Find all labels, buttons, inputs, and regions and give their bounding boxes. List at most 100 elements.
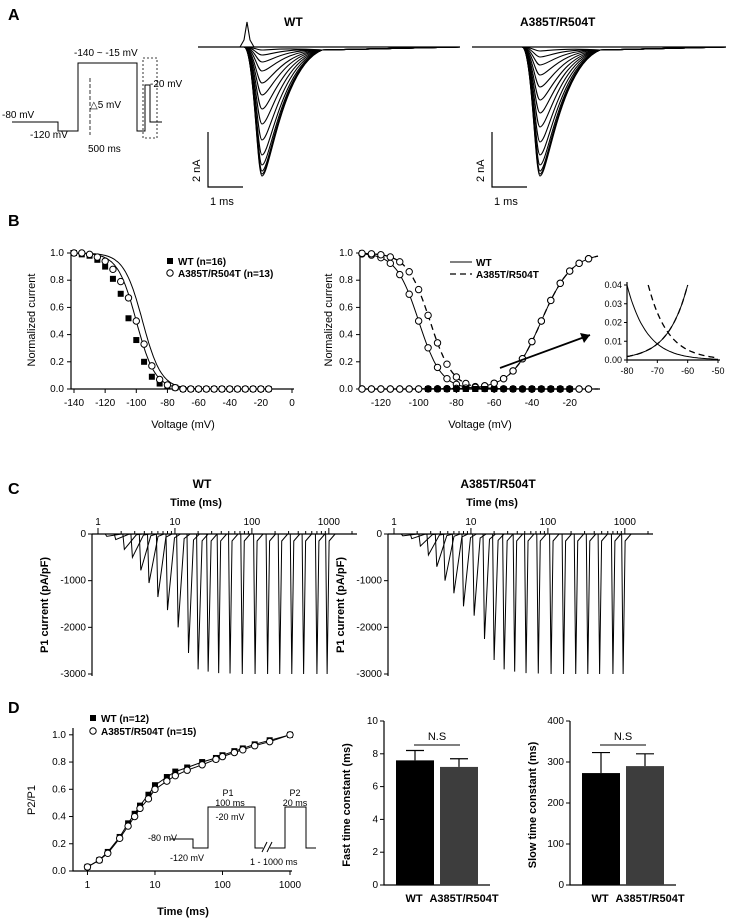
protocol-p1-duration: 100 ms [215, 798, 245, 808]
data-point [584, 385, 593, 393]
p1-current-trace [573, 533, 585, 675]
data-point [239, 746, 247, 754]
data-point [490, 379, 498, 387]
data-point [132, 317, 140, 325]
data-point [212, 755, 220, 764]
data-point [358, 385, 366, 393]
data-point [481, 386, 488, 392]
data-point [443, 374, 451, 383]
data-point [148, 373, 155, 380]
data-point [358, 249, 366, 258]
x-tick-label: 1 [391, 517, 397, 528]
current-trace [243, 46, 461, 166]
y-tick-label: 1.0 [339, 248, 353, 259]
y-tick-label: 300 [547, 757, 564, 768]
data-point [500, 386, 507, 392]
inset-y-tick-label: 0.02 [604, 318, 622, 328]
data-point [528, 386, 535, 392]
x-tick-label: -120 [95, 398, 115, 409]
category-label: A385T/R504T [615, 893, 684, 905]
p1-current-trace [325, 533, 336, 675]
x-tick-label: 10 [465, 517, 477, 528]
inset-x-tick-label: -70 [651, 366, 664, 376]
inset-x-tick-label: -60 [681, 366, 694, 376]
data-point [453, 386, 460, 392]
p1-current-trace [451, 533, 469, 594]
data-point [528, 337, 536, 346]
data-point [584, 255, 593, 263]
data-point [95, 856, 104, 864]
data-point [556, 279, 564, 287]
x-tick-label: 100 [540, 517, 557, 528]
current-trace [521, 46, 727, 88]
current-trace [243, 46, 461, 177]
x-tick-label: -140 [64, 398, 84, 409]
bar [440, 766, 478, 885]
legend-marker [90, 715, 96, 721]
y-tick-label: 0.6 [339, 302, 353, 313]
x-tick-label: 1 [85, 880, 91, 891]
x-tick-label: -60 [191, 398, 206, 409]
y-axis-label: P2/P1 [26, 785, 38, 815]
inset-arrowhead [580, 333, 590, 343]
y-tick-label: 2 [372, 847, 378, 858]
hold-voltage-label: -80 mV [2, 110, 35, 121]
significance-label: N.S [428, 731, 446, 743]
y-tick-label: 0.8 [339, 275, 353, 286]
data-point [566, 386, 573, 392]
data-point [83, 863, 92, 871]
inset-arrow [499, 334, 591, 369]
data-point [367, 385, 376, 393]
data-point [425, 386, 432, 392]
p1-current-trace [130, 533, 150, 560]
x-tick-label: -80 [160, 398, 175, 409]
data-point [148, 362, 156, 370]
protocol-trace [270, 806, 316, 849]
y-tick-label: 0.2 [339, 357, 353, 368]
y-tick-label: 100 [547, 839, 564, 850]
data-point [265, 737, 274, 746]
current-trace [521, 46, 727, 76]
y-tick-label: 0.4 [50, 330, 64, 341]
p1-current-trace [524, 533, 535, 674]
y-tick-label: 6 [372, 782, 378, 793]
current-trace [521, 46, 727, 101]
current-trace [521, 46, 727, 172]
y-tick-label: 0 [376, 529, 382, 540]
y-tick-label: -1000 [60, 576, 86, 587]
protocol-pre-label: -120 mV [170, 853, 204, 863]
data-point [109, 275, 116, 282]
data-point [499, 374, 508, 383]
legend-label: A385T/R504T [476, 270, 539, 281]
prepulse-duration-label: 500 ms [88, 144, 121, 155]
data-point [233, 385, 242, 393]
data-point [405, 385, 413, 393]
legend-label: WT [476, 258, 492, 269]
y-tick-label: -2000 [356, 622, 382, 633]
data-point [136, 804, 144, 813]
y-tick-label: 0.4 [339, 330, 353, 341]
p1-current-trace [512, 533, 524, 672]
p1-current-trace [536, 533, 547, 674]
protocol-p1-label: P1 [222, 788, 233, 798]
data-point [183, 766, 191, 774]
scale-current-label-mutant: 2 nA [475, 159, 487, 182]
data-point [70, 249, 78, 257]
category-label: A385T/R504T [429, 893, 498, 905]
data-point [172, 768, 179, 775]
data-point [472, 386, 479, 392]
data-point [163, 381, 172, 389]
panel-label-c: C [8, 481, 20, 498]
p1-current-trace [400, 533, 423, 537]
data-point [151, 785, 159, 793]
step-size-label: △5 mV [90, 100, 121, 111]
legend-label: A385T/R504T (n=15) [101, 727, 196, 738]
y-tick-label: 4 [372, 814, 378, 825]
data-point [433, 363, 442, 372]
scale-bar-wt: 2 nA 1 ms [191, 132, 243, 208]
panel-label-d: D [8, 700, 20, 717]
voltage-protocol-a: -80 mV -120 mV -140 ~ -15 mV △5 mV -20 m… [2, 48, 183, 155]
protocol-trace [170, 806, 263, 849]
data-point [424, 311, 432, 320]
